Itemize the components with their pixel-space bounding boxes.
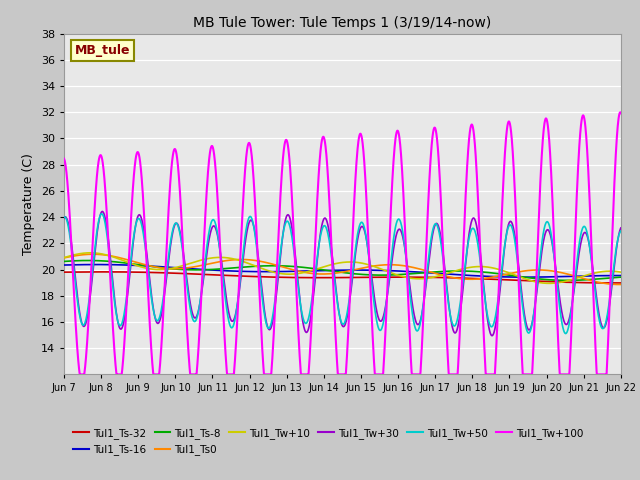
Title: MB Tule Tower: Tule Temps 1 (3/19/14-now): MB Tule Tower: Tule Temps 1 (3/19/14-now… (193, 16, 492, 30)
Text: MB_tule: MB_tule (75, 44, 131, 57)
Legend: Tul1_Ts-32, Tul1_Ts-16, Tul1_Ts-8, Tul1_Ts0, Tul1_Tw+10, Tul1_Tw+30, Tul1_Tw+50,: Tul1_Ts-32, Tul1_Ts-16, Tul1_Ts-8, Tul1_… (69, 424, 588, 459)
Y-axis label: Temperature (C): Temperature (C) (22, 153, 35, 255)
